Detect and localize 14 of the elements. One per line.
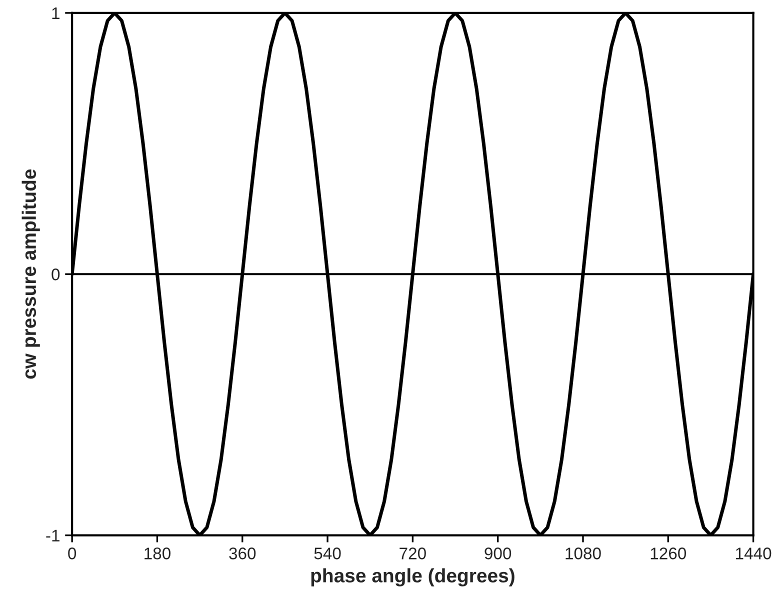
x-tick-label: 1260 <box>650 548 686 560</box>
x-tick-label: 0 <box>68 548 76 560</box>
x-tick-label: 720 <box>400 548 426 560</box>
x-tick-label: 360 <box>229 548 256 560</box>
x-tick-label: 1440 <box>736 548 772 560</box>
x-tick-label: 1080 <box>566 548 601 560</box>
y-tick-label: 0 <box>52 268 60 280</box>
x-tick-label: 900 <box>484 548 512 560</box>
x-tick-label: 180 <box>144 548 170 560</box>
y-axis-title: cw pressure amplitude <box>22 169 40 379</box>
y-tick-label: -1 <box>46 530 60 542</box>
x-axis-title: phase angle (degrees) <box>311 568 514 586</box>
x-tick-label: 540 <box>314 548 341 560</box>
y-tick-label: 1 <box>52 8 60 19</box>
